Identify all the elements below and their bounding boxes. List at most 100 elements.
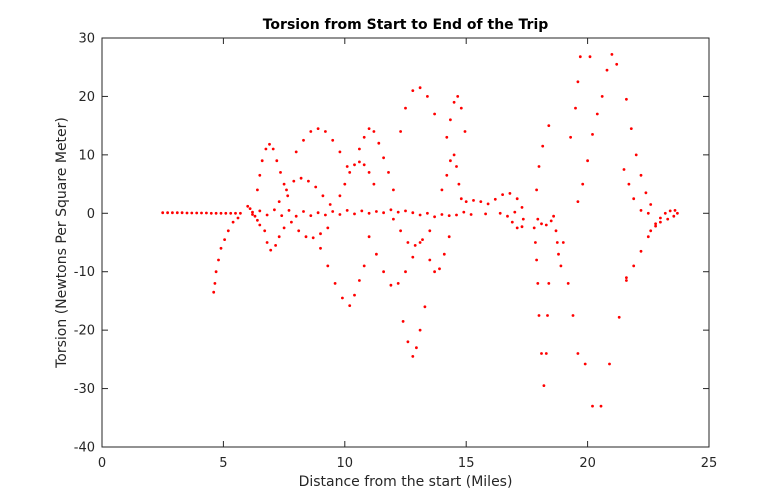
- data-point: [338, 150, 342, 154]
- data-point: [639, 249, 643, 253]
- data-point: [258, 209, 262, 213]
- data-point: [639, 173, 643, 177]
- data-point: [595, 112, 599, 116]
- data-point: [353, 163, 356, 167]
- data-point: [263, 229, 267, 233]
- data-point: [217, 258, 220, 262]
- data-point: [319, 246, 322, 250]
- data-point: [599, 404, 603, 408]
- data-point: [205, 211, 208, 215]
- data-point: [212, 290, 216, 294]
- data-point: [324, 130, 327, 133]
- data-point: [331, 210, 335, 213]
- data-point: [591, 133, 594, 136]
- data-point: [302, 138, 305, 142]
- data-point: [569, 135, 572, 139]
- data-point: [251, 213, 254, 216]
- data-point: [542, 384, 546, 387]
- data-point: [639, 209, 643, 212]
- data-point: [392, 217, 395, 221]
- data-point: [586, 159, 589, 163]
- y-axis-ticks: -40 -30 -20 -10 0 10 20 30: [74, 32, 709, 456]
- data-point: [223, 238, 227, 242]
- data-point: [440, 188, 444, 192]
- data-point: [554, 229, 558, 233]
- x-tick-label: 0: [98, 456, 106, 471]
- data-point: [248, 207, 252, 211]
- data-point: [540, 352, 543, 355]
- data-point: [571, 314, 575, 317]
- data-point: [279, 171, 282, 174]
- y-tick-label: -30: [74, 382, 95, 397]
- data-point: [382, 270, 385, 274]
- data-point: [423, 305, 427, 309]
- data-point: [269, 248, 273, 252]
- data-point: [311, 236, 315, 240]
- data-point: [654, 224, 657, 228]
- data-point: [277, 200, 281, 204]
- data-point: [426, 95, 429, 98]
- data-point: [515, 226, 519, 230]
- data-point: [314, 185, 318, 189]
- data-point: [326, 264, 330, 268]
- data-point: [251, 210, 254, 214]
- data-point: [566, 282, 570, 285]
- data-point: [654, 222, 657, 226]
- data-point: [411, 89, 415, 92]
- data-point: [457, 182, 461, 186]
- data-point: [209, 211, 213, 215]
- data-point: [399, 130, 402, 133]
- data-point: [236, 216, 240, 220]
- y-tick-label: 10: [78, 148, 95, 163]
- data-point: [498, 211, 502, 215]
- data-point: [447, 235, 451, 239]
- data-point: [268, 142, 271, 146]
- data-point: [547, 282, 551, 285]
- data-point: [415, 346, 418, 350]
- data-point: [180, 211, 184, 215]
- data-point: [229, 211, 233, 215]
- data-point: [297, 229, 301, 233]
- data-point: [396, 282, 400, 285]
- data-point: [588, 55, 592, 59]
- data-point: [328, 203, 332, 206]
- data-point: [546, 314, 549, 317]
- data-point: [668, 209, 672, 213]
- data-point: [576, 352, 580, 355]
- data-point: [338, 213, 342, 216]
- data-point: [455, 165, 458, 168]
- data-point: [399, 229, 402, 233]
- data-point: [418, 241, 422, 244]
- data-point: [462, 210, 466, 214]
- data-point: [345, 165, 349, 168]
- data-point: [226, 229, 230, 233]
- y-tick-label: 0: [87, 207, 95, 222]
- data-point: [447, 214, 451, 218]
- chart-title: Torsion from Start to End of the Trip: [263, 17, 549, 33]
- data-point: [411, 255, 415, 259]
- y-tick-label: 30: [78, 32, 95, 47]
- data-point: [413, 244, 417, 247]
- data-point: [219, 246, 223, 250]
- data-point: [549, 219, 553, 223]
- data-point: [345, 209, 349, 212]
- data-point: [605, 68, 609, 72]
- data-point: [578, 55, 582, 59]
- data-point: [455, 213, 458, 217]
- data-point: [358, 279, 361, 282]
- data-point: [377, 141, 381, 145]
- data-point: [629, 127, 633, 130]
- data-point: [348, 304, 352, 307]
- data-point: [161, 211, 165, 215]
- data-point: [445, 135, 449, 139]
- data-point: [360, 209, 364, 213]
- data-point: [406, 340, 410, 344]
- data-point: [659, 216, 662, 220]
- data-point: [185, 211, 189, 215]
- data-point: [282, 226, 286, 230]
- data-point: [338, 194, 342, 198]
- data-point: [367, 235, 371, 239]
- data-point: [418, 86, 422, 90]
- data-point: [275, 159, 279, 163]
- plot-area: [101, 37, 710, 448]
